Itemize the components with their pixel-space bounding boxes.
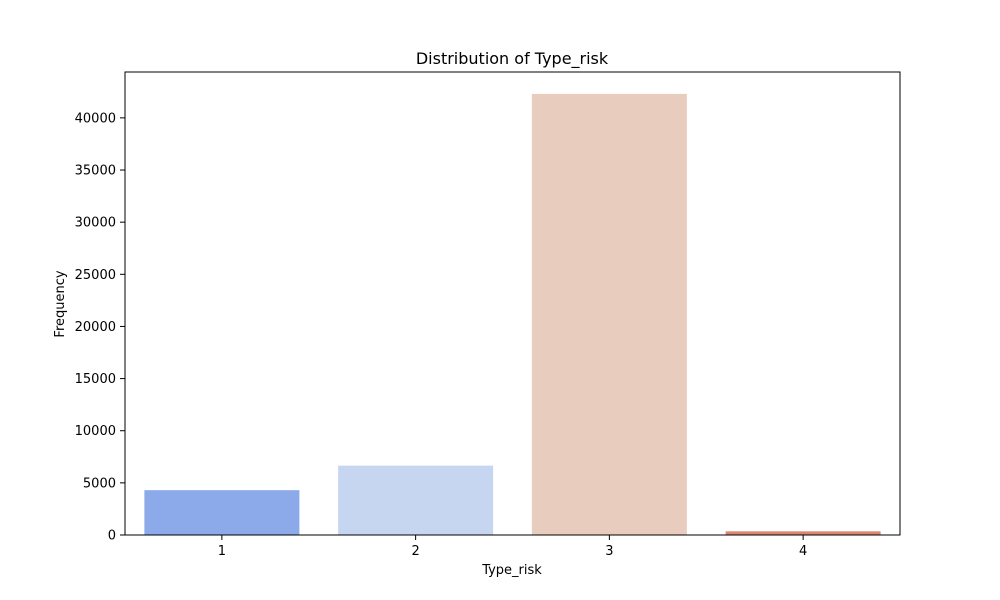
y-tick-label: 35000 (75, 164, 116, 179)
y-tick-label: 20000 (75, 320, 116, 335)
x-tick-label: 2 (411, 544, 419, 559)
bars-group (144, 93, 881, 535)
y-tick-label: 0 (108, 529, 116, 544)
y-axis: 0 5000 10000 15000 20000 25000 30000 35000 40000 (75, 111, 125, 544)
x-tick-label: 3 (605, 544, 613, 559)
y-tick-label: 40000 (75, 111, 116, 126)
bar-2 (338, 465, 494, 535)
bar-1 (144, 490, 300, 535)
y-tick-label: 15000 (75, 372, 116, 387)
plot-frame (124, 71, 901, 536)
chart-title: Distribution of Type_risk (416, 49, 609, 69)
y-tick-label: 25000 (75, 268, 116, 283)
x-axis-label: Type_risk (481, 563, 542, 578)
y-tick-label: 10000 (75, 424, 116, 439)
bar-3 (531, 93, 687, 535)
y-tick-label: 30000 (75, 216, 116, 231)
bar-4 (725, 531, 881, 535)
y-axis-label: Frequency (53, 270, 68, 337)
x-axis: 1 2 3 4 (218, 535, 807, 559)
y-tick-label: 5000 (83, 476, 116, 491)
x-tick-label: 1 (218, 544, 226, 559)
x-tick-label: 4 (799, 544, 807, 559)
